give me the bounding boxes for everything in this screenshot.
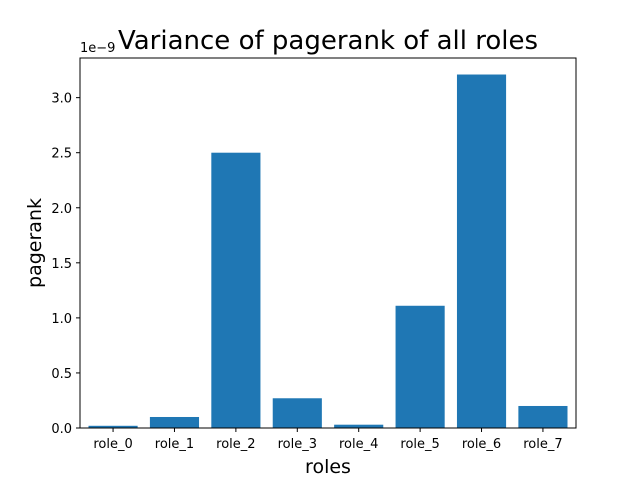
y-axis-label: pagerank <box>24 198 46 288</box>
y-tick-label: 3.0 <box>51 92 72 107</box>
y-tick-label: 0.5 <box>51 367 72 382</box>
x-tick-label: role_6 <box>462 437 501 452</box>
x-tick-label: role_0 <box>93 437 132 452</box>
x-tick-label: role_2 <box>216 437 255 452</box>
y-tick-label: 0.0 <box>51 422 72 437</box>
y-tick-label: 2.5 <box>51 147 72 162</box>
y-tick-label: 2.0 <box>51 202 72 217</box>
bar-role_0 <box>88 425 138 428</box>
bar-role_6 <box>456 74 507 429</box>
chart-title: Variance of pagerank of all roles <box>118 26 538 56</box>
x-tick-label: role_3 <box>278 437 317 452</box>
x-tick-label: role_5 <box>400 437 439 452</box>
bar-role_3 <box>272 398 322 428</box>
x-tick-label: role_4 <box>339 437 378 452</box>
bar-role_7 <box>518 405 568 428</box>
y-tick-label: 1.0 <box>51 312 72 327</box>
x-axis-ticks: role_0 role_1 role_2 role_3 role_4 role_5 role… <box>93 428 563 452</box>
x-tick-label: role_1 <box>155 437 194 452</box>
bar-role_4 <box>334 424 384 428</box>
plot-frame <box>79 57 577 429</box>
bars-group <box>88 74 568 429</box>
y-offset-label: 1e−9 <box>80 41 115 56</box>
y-axis-ticks: 0.0 0.5 1.0 1.5 2.0 2.5 3.0 <box>51 92 80 437</box>
bar-role_1 <box>149 416 200 428</box>
bar-role_2 <box>211 152 261 428</box>
x-tick-label: role_7 <box>523 437 562 452</box>
x-axis-label: roles <box>305 456 351 478</box>
y-tick-label: 1.5 <box>51 257 72 272</box>
bar-role_5 <box>395 305 445 428</box>
